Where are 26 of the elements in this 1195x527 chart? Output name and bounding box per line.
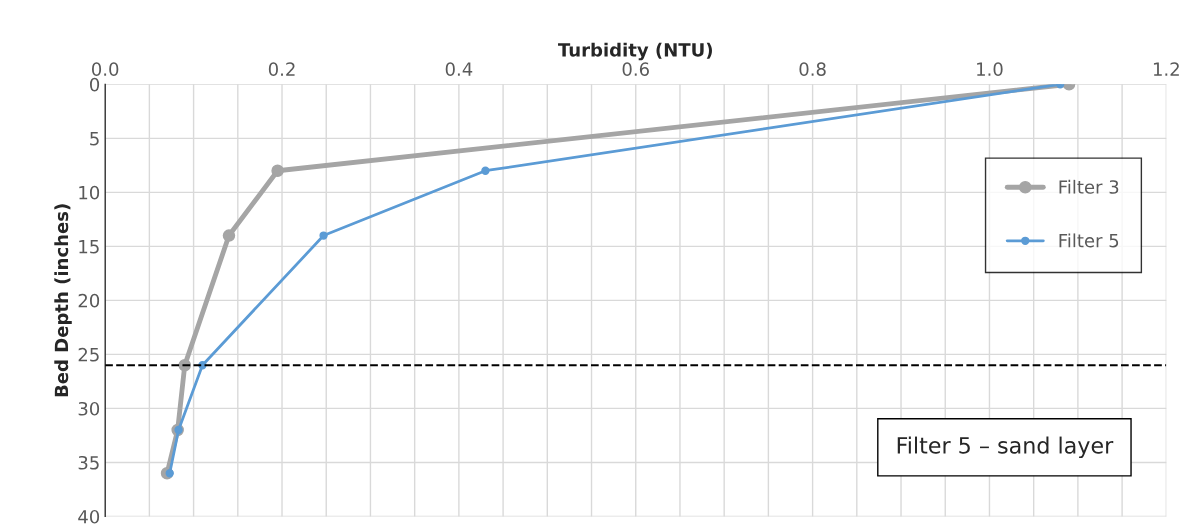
point — [165, 469, 174, 478]
point — [319, 231, 328, 240]
x-tick-label: 1.2 — [1153, 62, 1179, 76]
point — [222, 229, 236, 242]
y-tick-label: 35 — [78, 455, 99, 470]
y-tick-label: 30 — [78, 401, 100, 416]
y-tick-label: 20 — [78, 293, 100, 308]
y-tick-label: 10 — [79, 185, 100, 200]
x-tick-label: 0.0 — [91, 62, 119, 76]
x-tick-label: 1.0 — [977, 62, 1003, 76]
x-tick-label: 0.6 — [622, 62, 649, 76]
x-tick-label: 0.8 — [799, 62, 826, 76]
legend-label: Filter 5 — [1059, 233, 1119, 248]
x-tick-label: 0.4 — [445, 62, 473, 76]
y-tick-label: 25 — [78, 347, 99, 362]
point — [271, 164, 284, 177]
y-tick-label: 0 — [90, 77, 100, 92]
point — [481, 166, 490, 175]
y-tick-label: 40 — [78, 509, 100, 524]
x-axis-title: Turbidity (NTU) — [558, 42, 712, 61]
y-tick-label: 5 — [90, 132, 99, 146]
y-tick-label: 15 — [79, 240, 99, 254]
y-axis-title: Bed Depth (inches) — [54, 204, 72, 397]
legend-label: Filter 3 — [1059, 179, 1119, 194]
x-tick-label: 0.2 — [268, 62, 295, 76]
annotation: Filter 5 – sand layer — [897, 436, 1114, 459]
